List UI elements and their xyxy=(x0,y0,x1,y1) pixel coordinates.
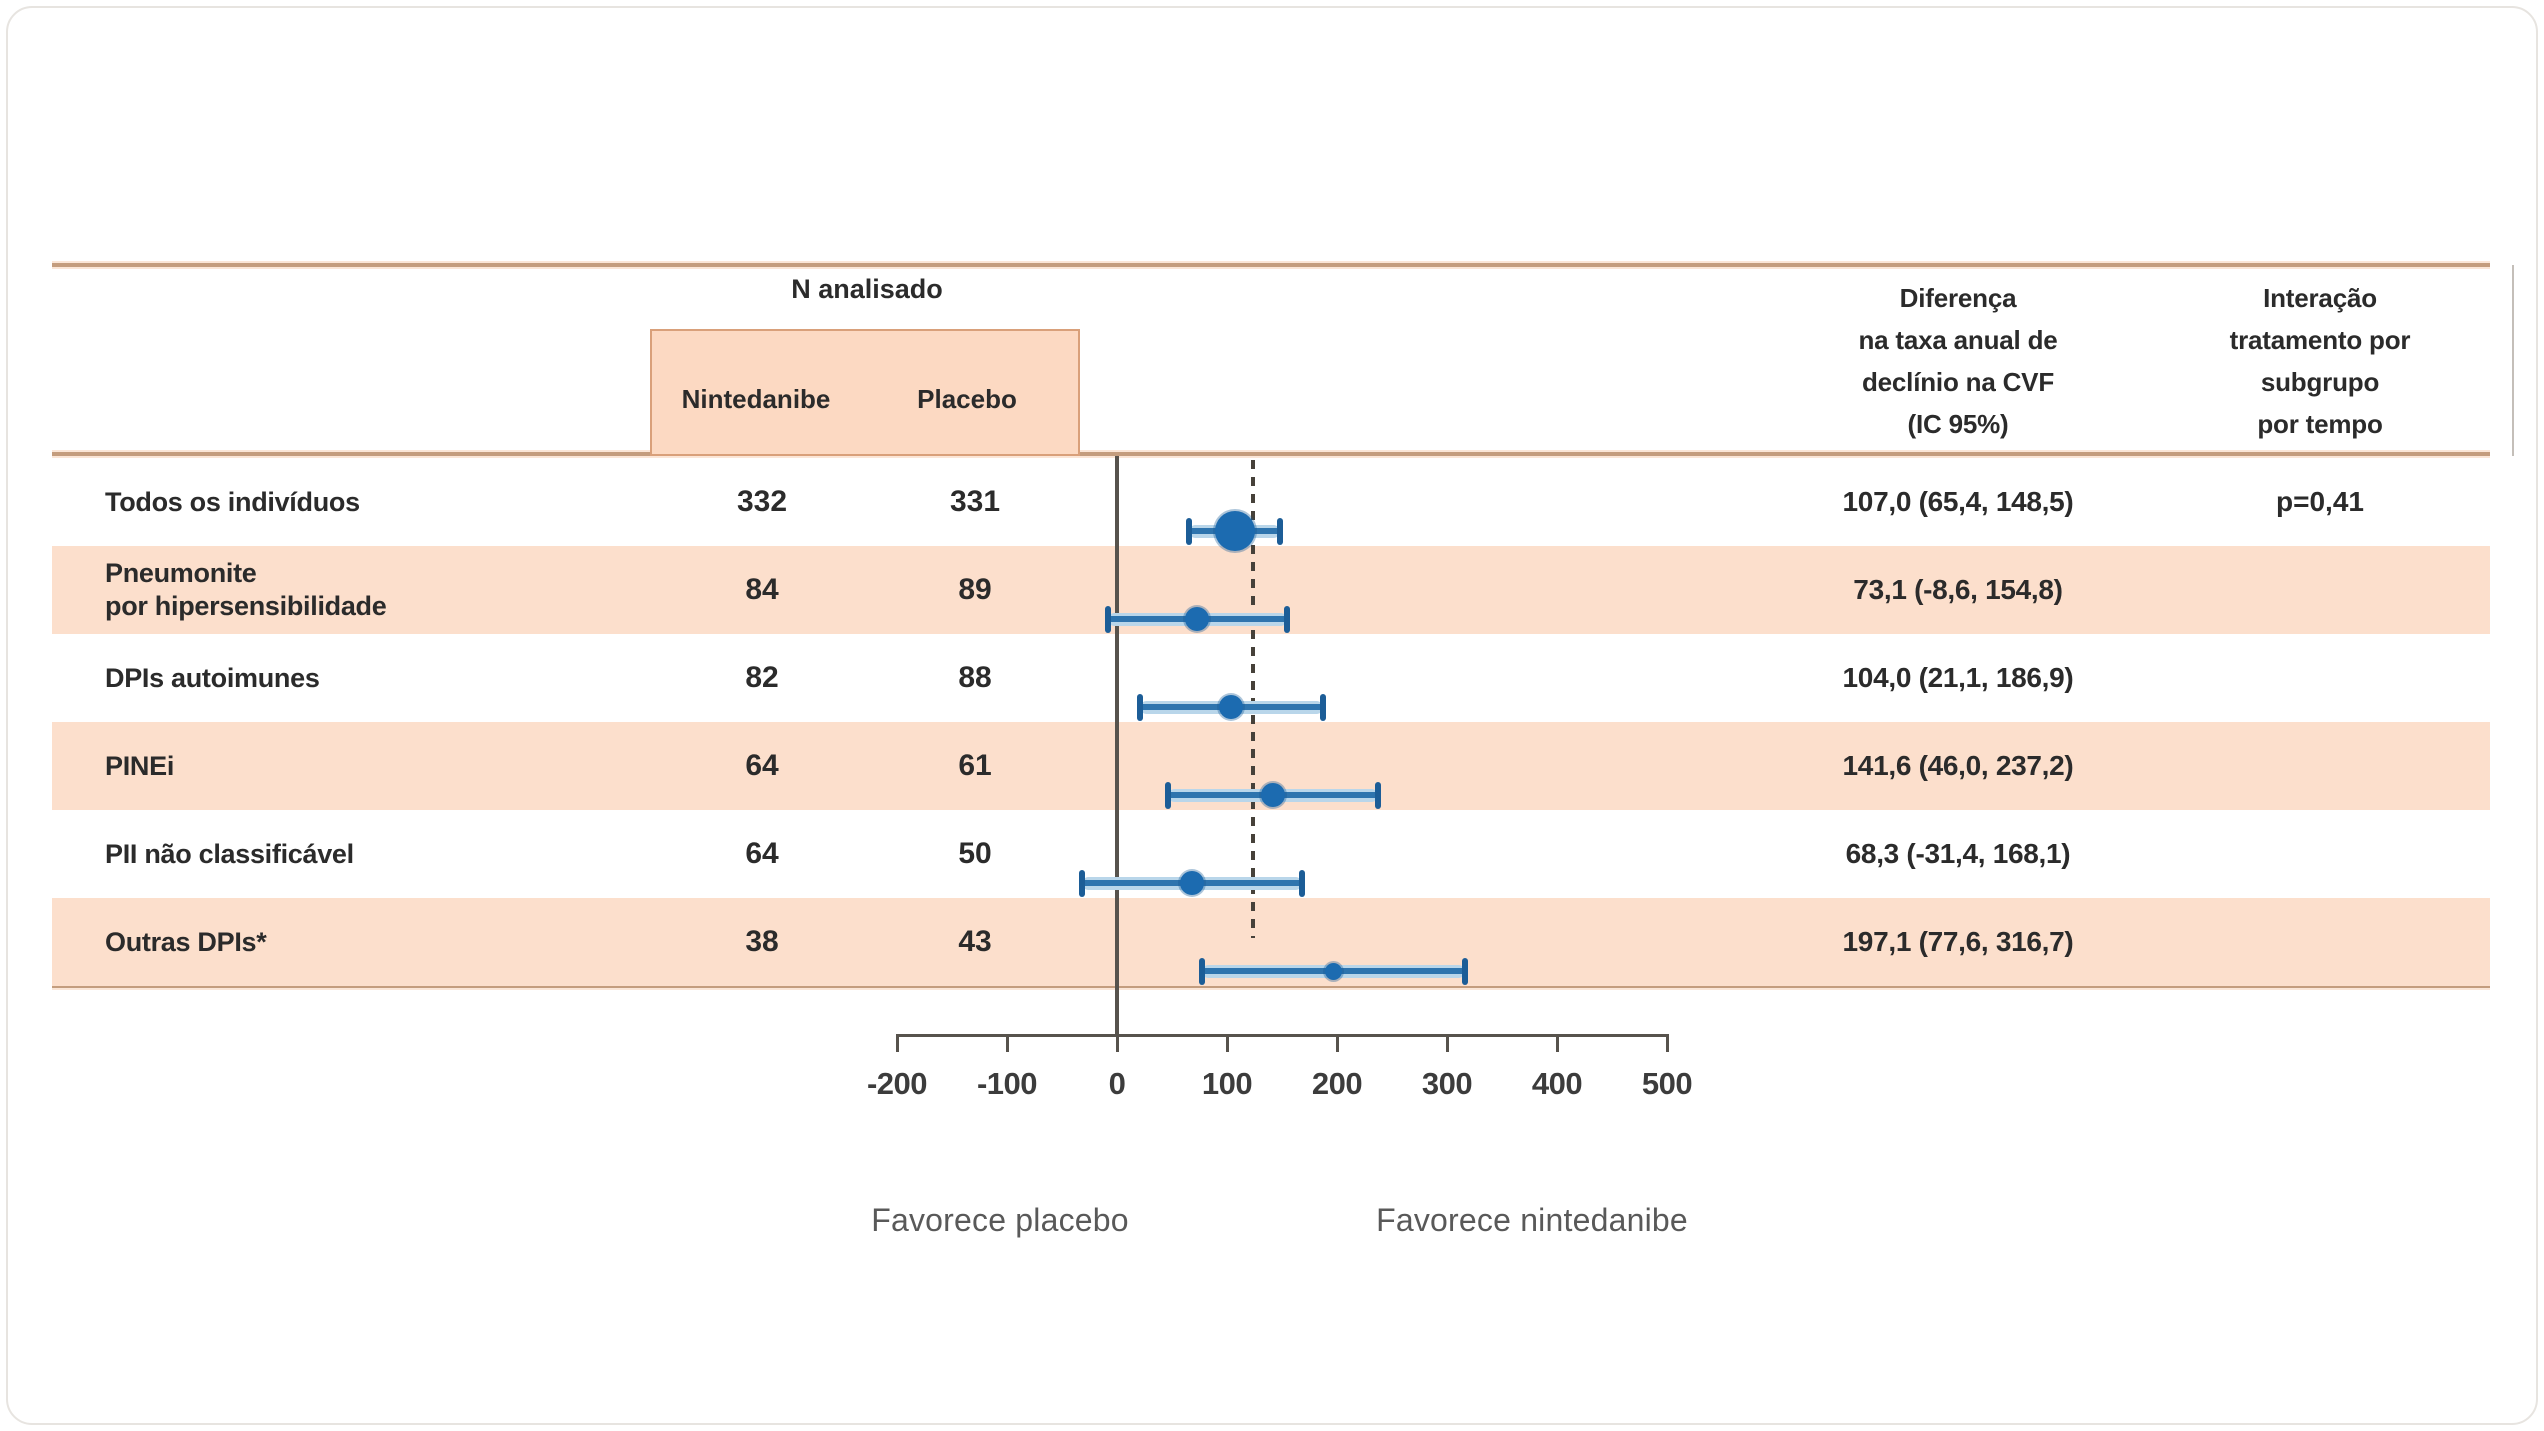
point-estimate-marker xyxy=(1219,695,1244,719)
ci-cap-right xyxy=(1374,782,1381,809)
bottom-rule xyxy=(52,984,2490,988)
n-placebo-value: 89 xyxy=(958,573,992,606)
row-label: Outras DPIs* xyxy=(105,926,267,957)
x-axis-tick xyxy=(1555,1034,1559,1052)
x-axis-tick xyxy=(1225,1034,1229,1052)
x-axis-tick xyxy=(1005,1034,1009,1052)
n-nintedanib-value: 332 xyxy=(736,485,788,518)
row-label: Pneumonite por hipersensibilidade xyxy=(105,558,387,621)
ci-cap-right xyxy=(1298,870,1305,897)
difference-column-header: Diferença na taxa anual de declínio na C… xyxy=(1858,283,2058,439)
difference-ci-value: 107,0 (65,4, 148,5) xyxy=(1842,486,2074,517)
n-nintedanib-value: 84 xyxy=(745,573,779,606)
ci-cap-right xyxy=(1462,958,1469,985)
x-axis-tick-label: -200 xyxy=(866,1066,928,1101)
difference-ci-value: 68,3 (-31,4, 168,1) xyxy=(1845,838,2071,869)
interaction-p-value: p=0,41 xyxy=(2276,486,2364,517)
x-axis-tick-label: 100 xyxy=(1201,1066,1253,1101)
x-axis-tick xyxy=(1335,1034,1339,1052)
n-placebo-value: 61 xyxy=(958,749,992,782)
row-label: DPIs autoimunes xyxy=(105,662,320,693)
n-nintedanib-value: 38 xyxy=(745,925,779,958)
point-estimate-marker xyxy=(1180,871,1205,895)
ci-cap-right xyxy=(1284,606,1291,633)
n-placebo-value: 43 xyxy=(958,925,992,958)
x-axis-tick-label: 200 xyxy=(1311,1066,1363,1101)
header-right-edge-line xyxy=(2512,265,2514,456)
x-axis-tick-label: 400 xyxy=(1531,1066,1583,1101)
x-axis-tick xyxy=(1445,1034,1449,1052)
point-estimate-marker xyxy=(1214,511,1255,551)
n-nintedanib-value: 64 xyxy=(745,837,779,870)
n-analyzed-header: N analisado xyxy=(791,274,943,304)
n-placebo-value: 88 xyxy=(958,661,992,694)
x-axis-tick-label: 300 xyxy=(1421,1066,1473,1101)
row-label: Todos os indivíduos xyxy=(105,486,360,517)
point-estimate-marker xyxy=(1325,962,1343,980)
x-axis-tick xyxy=(1665,1034,1669,1052)
arm-header-placebo: Placebo xyxy=(917,384,1017,414)
point-estimate-marker xyxy=(1185,607,1210,631)
x-axis-tick xyxy=(895,1034,899,1052)
zero-reference-line xyxy=(1115,456,1119,1037)
difference-ci-value: 73,1 (-8,6, 154,8) xyxy=(1853,574,2063,605)
header-bottom-rule xyxy=(52,452,2490,456)
favors-nintedanib-label: Favorece nintedanibe xyxy=(1376,1202,1688,1238)
x-axis-tick xyxy=(1115,1034,1119,1052)
arm-header-nintedanib: Nintedanibe xyxy=(681,384,831,414)
x-axis-line xyxy=(897,1034,1667,1037)
treatment-arms-box: Nintedanibe Placebo xyxy=(650,329,1080,456)
ci-cap-left xyxy=(1164,782,1171,809)
ci-cap-right xyxy=(1319,694,1326,721)
ci-cap-left xyxy=(1079,870,1086,897)
difference-ci-value: 197,1 (77,6, 316,7) xyxy=(1842,926,2074,957)
ci-cap-left xyxy=(1137,694,1144,721)
n-nintedanib-value: 64 xyxy=(745,749,779,782)
n-nintedanib-value: 82 xyxy=(745,661,779,694)
difference-ci-value: 141,6 (46,0, 237,2) xyxy=(1842,750,2074,781)
ci-cap-left xyxy=(1185,518,1192,545)
n-placebo-value: 50 xyxy=(958,837,992,870)
favors-placebo-label: Favorece placebo xyxy=(871,1202,1129,1238)
difference-ci-value: 104,0 (21,1, 186,9) xyxy=(1842,662,2074,693)
x-axis-tick-label: 500 xyxy=(1641,1066,1693,1101)
ci-cap-left xyxy=(1199,958,1206,985)
x-axis-tick-label: 0 xyxy=(1108,1066,1126,1101)
top-rule xyxy=(52,263,2490,267)
row-label: PINEi xyxy=(105,750,175,781)
x-axis-tick-label: -100 xyxy=(976,1066,1038,1101)
interaction-column-header: Interação tratamento por subgrupo por te… xyxy=(2229,283,2411,439)
point-estimate-marker xyxy=(1260,783,1285,807)
ci-cap-left xyxy=(1104,606,1111,633)
overall-effect-dashed-line xyxy=(1251,460,1256,938)
ci-cap-right xyxy=(1277,518,1284,545)
row-label: PII não classificável xyxy=(105,838,354,869)
n-placebo-value: 331 xyxy=(949,485,1001,518)
